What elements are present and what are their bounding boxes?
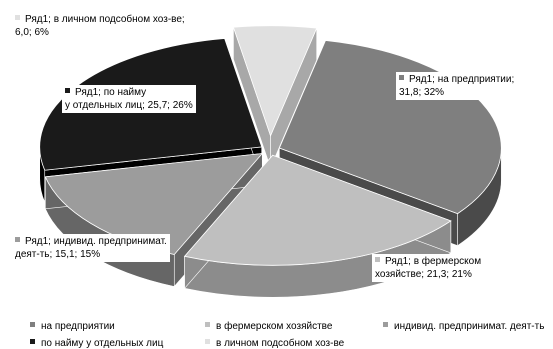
slice-po-naimu-data-label: Ряд1; по найму у отдельных лиц; 25,7; 26… — [62, 85, 196, 113]
label-key-swatch — [15, 237, 20, 242]
legend-label: на предприятии — [41, 321, 115, 332]
data-label-text: Ряд1; в личном подсобном хоз-ве; 6,0; 6% — [15, 14, 185, 38]
legend-item-individ: индивид. предпринимат. деят-ть — [383, 321, 544, 332]
label-key-swatch — [15, 15, 20, 20]
legend-item-po-naimu: по найму у отдельных лиц — [30, 338, 163, 349]
data-label-text: Ряд1; по найму у отдельных лиц; 25,7; 26… — [65, 87, 193, 111]
data-label-text: Ряд1; в фермерском хозяйстве; 21,3; 21% — [375, 256, 482, 280]
slice-v-fermerskom — [183, 154, 452, 266]
legend-swatch — [30, 339, 35, 344]
legend-label: в личном подсобном хоз-ве — [216, 338, 345, 349]
slice-v-lichnom-data-label: Ряд1; в личном подсобном хоз-ве; 6,0; 6% — [12, 12, 188, 40]
legend-item-v-fermerskom: в фермерском хозяйстве — [205, 321, 332, 332]
slice-na-predpriyatii-data-label: Ряд1; на предприятии; 31,8; 32% — [396, 72, 518, 100]
label-key-swatch — [375, 257, 380, 262]
legend-label: по найму у отдельных лиц — [41, 338, 164, 349]
label-key-swatch — [65, 88, 70, 93]
legend-item-v-lichnom: в личном подсобном хоз-ве — [205, 338, 344, 349]
slice-v-fermerskom-data-label: Ряд1; в фермерском хозяйстве; 21,3; 21% — [372, 254, 485, 282]
slice-v-lichnom — [232, 25, 318, 137]
legend-swatch — [205, 339, 210, 344]
data-label-text: Ряд1; индивид. предпринимат. деят-ть; 15… — [15, 236, 167, 260]
legend-label: в фермерском хозяйстве — [216, 321, 333, 332]
legend-label: индивид. предпринимат. деят-ть — [394, 321, 545, 332]
legend-swatch — [383, 322, 388, 327]
label-key-swatch — [399, 75, 404, 80]
data-label-text: Ряд1; на предприятии; 31,8; 32% — [399, 74, 515, 98]
legend-swatch — [205, 322, 210, 327]
legend-item-na-predpriyatii: на предприятии — [30, 321, 115, 332]
slice-individ-data-label: Ряд1; индивид. предпринимат. деят-ть; 15… — [12, 234, 170, 262]
legend-swatch — [30, 322, 35, 327]
